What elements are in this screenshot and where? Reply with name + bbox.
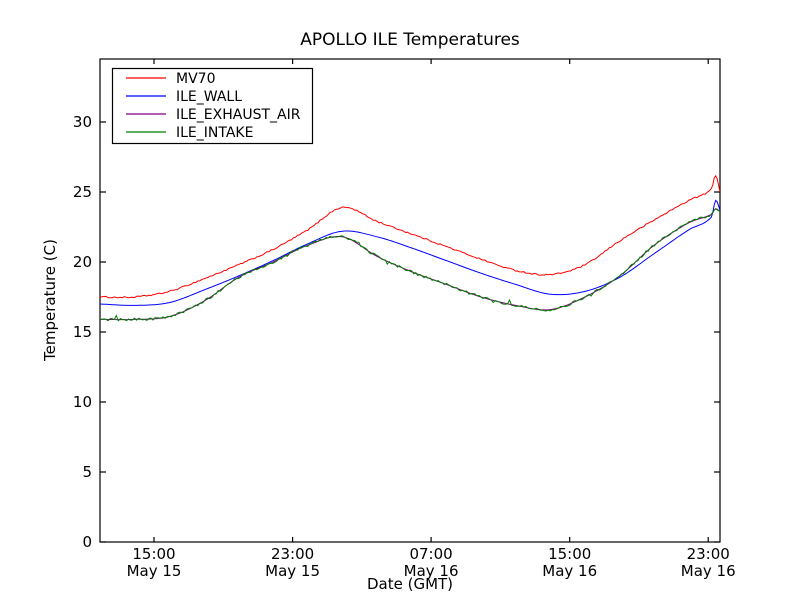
y-tick-label: 10 [73, 393, 92, 411]
y-tick-label: 20 [73, 253, 92, 271]
legend: MV70 ILE_WALL ILE_EXHAUST_AIR ILE_INTAKE [111, 67, 314, 145]
x-axis-label: Date (GMT) [367, 575, 453, 593]
chart-title: APOLLO ILE Temperatures [300, 30, 520, 50]
y-tick-label: 30 [73, 113, 92, 131]
series-line-ile_intake [100, 207, 720, 322]
legend-label-ile_exhaust_air: ILE_EXHAUST_AIR [176, 107, 301, 123]
x-tick-label-date: May 16 [542, 562, 597, 580]
series-line-ile_exhaust_air [100, 208, 720, 321]
x-tick-label-time: 15:00 [132, 545, 175, 563]
series-layer [100, 174, 720, 322]
x-tick-label-time: 23:00 [271, 545, 314, 563]
plot-border [99, 58, 721, 543]
x-tick-label-time: 23:00 [687, 545, 730, 563]
y-tick-label: 0 [82, 533, 92, 551]
x-tick-label-time: 07:00 [409, 545, 452, 563]
series-line-mv70 [100, 174, 720, 299]
legend-label-mv70: MV70 [176, 71, 215, 87]
x-tick-label-date: May 16 [404, 562, 459, 580]
series-line-ile_wall [100, 199, 720, 306]
x-tick-label-time: 15:00 [548, 545, 591, 563]
y-axis-label: Temperature (C) [41, 239, 59, 362]
y-tick-label: 15 [73, 323, 92, 341]
legend-label-ile_intake: ILE_INTAKE [176, 125, 253, 141]
legend-label-ile_wall: ILE_WALL [176, 89, 242, 105]
legend-box [111, 67, 314, 145]
y-tick-label: 25 [73, 183, 92, 201]
x-tick-label-date: May 15 [127, 562, 182, 580]
y-tick-label: 5 [82, 463, 92, 481]
x-tick-label-date: May 15 [265, 562, 320, 580]
x-tick-label-date: May 16 [681, 562, 736, 580]
